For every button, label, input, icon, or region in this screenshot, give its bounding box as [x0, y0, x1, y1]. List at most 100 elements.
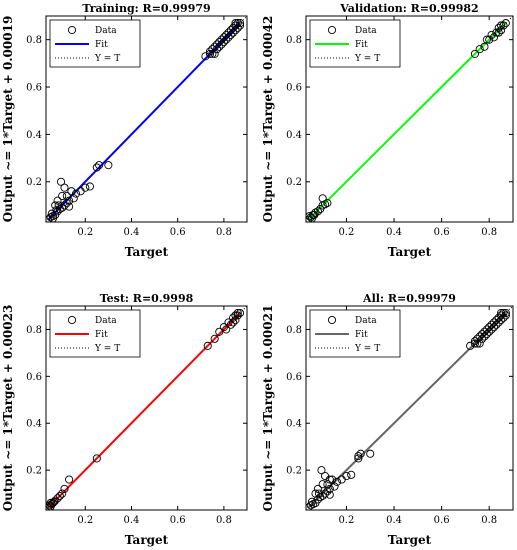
data-point — [231, 316, 240, 325]
data-point — [208, 49, 217, 58]
y-tick-label: 0.2 — [286, 177, 302, 188]
data-point — [65, 202, 74, 211]
legend: Data Fit Y = T — [309, 309, 401, 358]
data-point — [310, 210, 319, 219]
data-point — [62, 191, 71, 201]
data-point — [492, 320, 501, 329]
data-point — [95, 161, 104, 170]
legend-data-marker — [327, 25, 337, 35]
fit-line — [307, 22, 507, 221]
data-point — [65, 196, 74, 205]
legend-label: Data — [95, 26, 117, 36]
data-point — [489, 318, 499, 327]
legend-label: Fit — [355, 40, 368, 50]
panel-1: 0.2 0.4 0.6 0.8 0.2 0.4 0.6 0.8 Training: R=0.99… — [1, 2, 248, 259]
plot-area — [306, 306, 513, 510]
data-point — [222, 35, 231, 44]
data-point — [233, 311, 242, 320]
data-point — [494, 28, 503, 37]
data-point — [470, 337, 479, 346]
y-tick-label: 0.2 — [286, 466, 302, 477]
data-point — [215, 327, 224, 336]
data-point — [208, 45, 217, 54]
x-tick-label: 0.8 — [216, 515, 232, 526]
data-point — [473, 334, 482, 343]
data-point — [226, 320, 235, 329]
x-axis-label: Target — [125, 245, 169, 259]
data-point — [56, 177, 66, 186]
data-point — [499, 308, 508, 318]
y-tick-label: 0.8 — [26, 35, 42, 46]
data-point — [233, 19, 242, 28]
data-point — [318, 194, 327, 203]
data-point — [497, 311, 506, 320]
chart-title: Training: R=0.99979 — [82, 2, 210, 15]
x-tick-label: 0.4 — [124, 515, 140, 526]
data-point — [48, 214, 57, 222]
chart-title: Validation: R=0.99982 — [339, 2, 478, 15]
data-point — [307, 497, 316, 506]
data-point — [323, 480, 332, 489]
data-point — [236, 21, 245, 30]
data-point — [210, 42, 219, 51]
data-point — [54, 201, 63, 210]
data-point — [332, 477, 341, 486]
x-tick-label: 0.2 — [77, 515, 93, 526]
data-point — [475, 332, 484, 341]
y-tick-label: 0.4 — [286, 419, 302, 430]
data-point — [494, 23, 503, 32]
x-tick-label: 0.2 — [338, 227, 354, 238]
data-point — [205, 49, 215, 58]
data-point — [499, 21, 508, 30]
y-tick-label: 0.4 — [26, 419, 42, 430]
fit-line — [47, 312, 241, 509]
data-point — [229, 28, 238, 37]
data-point — [482, 325, 491, 334]
y-axis-label: Output ~= 1*Target + 0.00042 — [261, 16, 275, 223]
y-tick-label: 0.8 — [286, 325, 302, 336]
x-tick-label: 0.8 — [481, 515, 497, 526]
data-point — [342, 471, 351, 481]
legend-label: Data — [95, 316, 117, 326]
data-point — [497, 308, 506, 318]
data-point — [104, 161, 113, 170]
data-point — [482, 35, 491, 44]
data-point — [306, 212, 314, 221]
data-point — [60, 201, 69, 210]
y-axis-label: Output ~= 1*Target + 0.00019 — [1, 16, 15, 223]
data-point — [217, 40, 226, 49]
data-point — [330, 482, 339, 491]
data-point — [475, 45, 484, 54]
data-point — [487, 325, 496, 334]
data-point — [501, 19, 510, 28]
x-axis-label: Target — [388, 245, 432, 259]
data-point — [489, 323, 499, 332]
legend-label: Fit — [95, 40, 108, 50]
plot-area — [46, 16, 247, 222]
y-tick-label: 0.8 — [26, 325, 42, 336]
data-point — [236, 308, 245, 318]
data-point — [201, 52, 210, 61]
legend-label: Y = T — [94, 344, 120, 354]
x-tick-label: 0.6 — [434, 227, 450, 238]
data-point — [354, 452, 363, 461]
legend-data-marker — [67, 315, 77, 325]
data-point — [482, 330, 491, 339]
x-tick-label: 0.2 — [77, 227, 93, 238]
data-point — [212, 40, 222, 49]
data-point — [229, 318, 238, 327]
data-point — [233, 23, 242, 32]
data-point — [485, 35, 494, 44]
legend-data-marker — [67, 25, 77, 35]
data-point — [317, 466, 326, 475]
panel-3: 0.2 0.4 0.6 0.8 0.2 0.4 0.6 0.8 Test: R=0.9998 Ta… — [1, 292, 248, 547]
data-point — [311, 489, 320, 498]
data-point — [480, 332, 489, 341]
data-point — [60, 484, 69, 493]
data-point — [229, 23, 238, 32]
data-point — [212, 45, 222, 54]
data-point — [69, 194, 78, 203]
data-point — [231, 21, 240, 30]
y-tick-label: 0.4 — [286, 130, 302, 141]
